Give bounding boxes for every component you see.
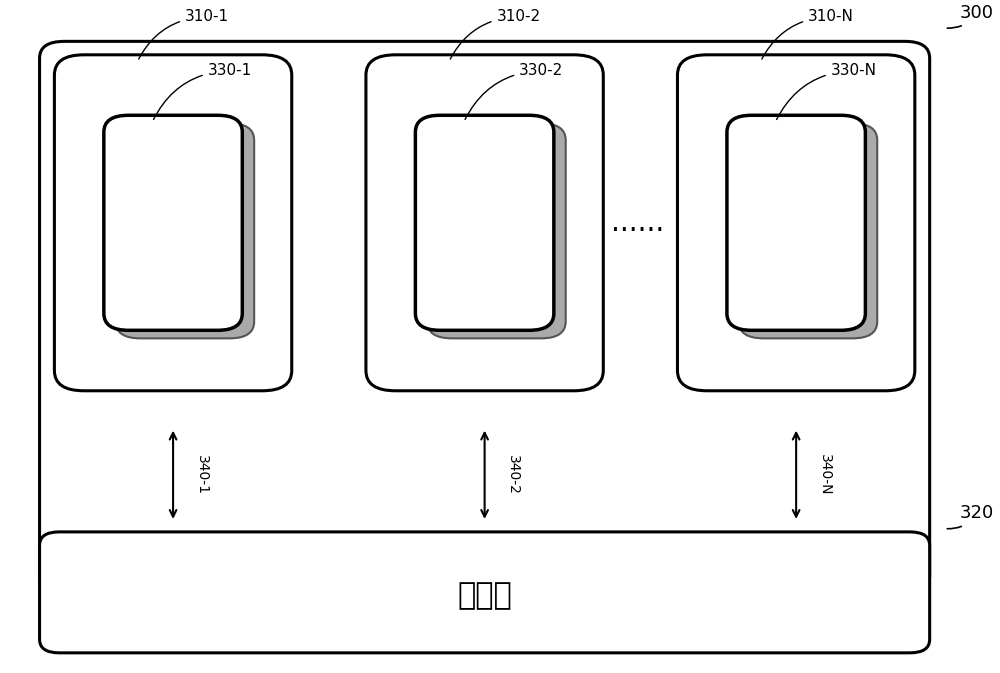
Text: 330-N: 330-N [777,63,877,120]
Text: 340-1: 340-1 [195,455,209,495]
FancyBboxPatch shape [40,41,930,592]
FancyBboxPatch shape [427,123,566,339]
Text: 310-2: 310-2 [450,9,541,59]
FancyBboxPatch shape [54,55,292,391]
FancyBboxPatch shape [104,115,242,330]
Text: 320: 320 [947,505,994,529]
Text: 340-2: 340-2 [506,455,520,495]
FancyBboxPatch shape [40,532,930,653]
Text: 310-1: 310-1 [139,9,229,59]
FancyBboxPatch shape [677,55,915,391]
Text: 存储器: 存储器 [457,581,512,610]
FancyBboxPatch shape [366,55,603,391]
FancyBboxPatch shape [727,115,865,330]
Text: 340-N: 340-N [818,454,832,495]
Text: 300: 300 [947,4,993,28]
Text: ......: ...... [611,209,665,237]
FancyBboxPatch shape [415,115,554,330]
FancyBboxPatch shape [116,123,254,339]
Text: 310-N: 310-N [762,9,854,59]
FancyBboxPatch shape [739,123,877,339]
Text: 330-1: 330-1 [154,63,252,120]
Text: 330-2: 330-2 [465,63,563,120]
